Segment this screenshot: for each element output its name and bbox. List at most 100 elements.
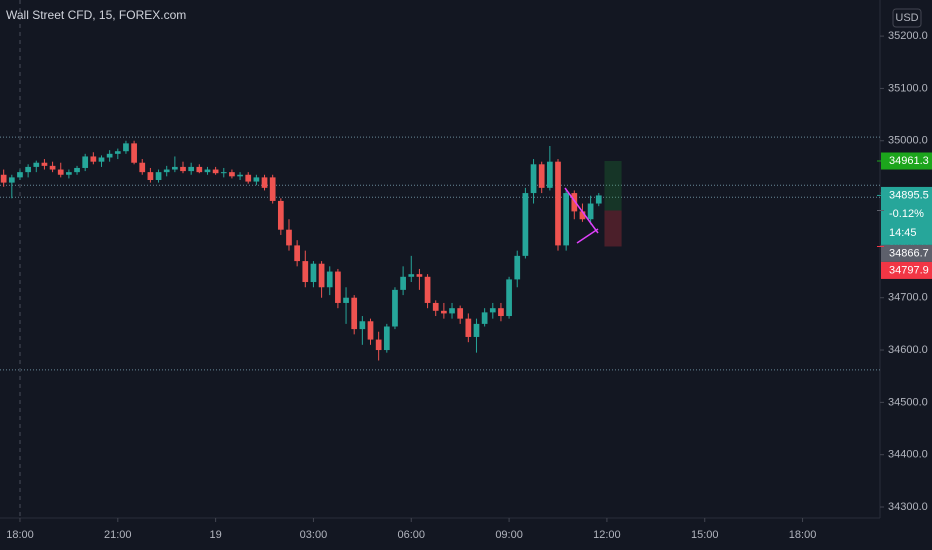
candle-body [220, 172, 227, 174]
candle-body [172, 166, 178, 170]
candle-body [392, 289, 398, 327]
candle-body [245, 174, 252, 182]
candle-body [498, 308, 504, 317]
candle-body [506, 279, 512, 317]
candle-body [0, 174, 7, 183]
candle-body [302, 261, 309, 283]
candle-body [530, 164, 537, 194]
candle-body [408, 274, 415, 277]
candle-body [82, 156, 89, 168]
candle-body [514, 255, 521, 280]
plot-area [0, 136, 880, 371]
price-label: 34866.7 [889, 247, 929, 259]
candle-body [253, 177, 260, 182]
candle-body [25, 166, 31, 173]
candle-body [57, 169, 64, 175]
candle-body [449, 308, 455, 314]
x-tick-label: 15:00 [691, 529, 719, 541]
x-tick-label: 03:00 [300, 529, 328, 541]
price-label-box [881, 244, 932, 262]
currency[interactable]: USD [895, 12, 918, 24]
candle-body [106, 153, 113, 158]
candle-body [8, 177, 15, 183]
x-tick-label: 18:00 [789, 529, 817, 541]
candle-body [33, 162, 40, 167]
candle-body [400, 276, 406, 290]
price-label: 34961.3 [889, 155, 929, 167]
trend-line [576, 228, 599, 244]
candle-body [237, 174, 243, 177]
candle-body [489, 308, 496, 313]
candle-body [188, 166, 195, 172]
candle-body [98, 157, 105, 162]
currency-button[interactable] [892, 8, 922, 28]
loss-zone [604, 210, 622, 247]
candle-body [595, 195, 602, 204]
y-tick-label: 35200.0 [888, 30, 928, 42]
candle-body [367, 321, 374, 340]
candle-body [522, 193, 529, 256]
candle-body [318, 263, 325, 288]
candle-body [17, 172, 23, 178]
candle-body [261, 177, 268, 188]
y-tick-label: 34300.0 [888, 501, 928, 513]
candle-body [571, 193, 578, 212]
candle-body [424, 276, 431, 303]
y-tick-label: 34400.0 [888, 449, 928, 461]
candle-body [277, 200, 284, 230]
price-label-box [881, 186, 932, 245]
candle-body [563, 193, 570, 246]
y-tick-label: 34700.0 [888, 292, 928, 304]
x-tick-label: 12:00 [593, 529, 621, 541]
price-label-box [881, 261, 932, 279]
candle-body [294, 245, 300, 262]
candle-body [473, 323, 480, 337]
price-change: -0.12% [889, 208, 924, 220]
candle-body [114, 151, 121, 154]
x-tick-label: 06:00 [397, 529, 425, 541]
candle-body [432, 302, 439, 311]
bar-countdown: 14:45 [889, 227, 917, 239]
candle-body [441, 310, 447, 314]
y-tick-label: 35100.0 [888, 82, 928, 94]
candle-body [123, 143, 129, 152]
candle-body [538, 164, 545, 188]
candle-body [335, 271, 341, 303]
candle-body [74, 167, 80, 173]
candle-body [163, 169, 170, 173]
candle-body [155, 172, 162, 180]
candle-body [343, 297, 349, 303]
candle-body [375, 339, 382, 351]
candle-body [579, 211, 586, 220]
trend-line [564, 187, 599, 234]
candle-body [212, 169, 219, 174]
x-tick-label: 19 [209, 529, 221, 541]
candle-body [326, 271, 333, 288]
candle-body [555, 161, 561, 246]
candle-body [587, 203, 594, 220]
price-label: 34797.9 [889, 264, 929, 276]
chart-title: Wall Street CFD, 15, FOREX.com [6, 8, 186, 22]
candle-body [204, 169, 211, 173]
x-tick-label: 18:00 [6, 529, 34, 541]
candle-body [481, 312, 488, 324]
candle-body [351, 297, 358, 330]
x-tick-label: 09:00 [495, 529, 523, 541]
y-tick-label: 34500.0 [888, 396, 928, 408]
candle-body [310, 263, 317, 283]
candle-body [286, 229, 292, 246]
price-label: 34895.5 [889, 189, 929, 201]
y-tick-label: 34600.0 [888, 344, 928, 356]
candle-body [41, 162, 48, 166]
candle-body [465, 318, 472, 337]
candle-body [269, 177, 276, 201]
candle-body [90, 156, 97, 162]
candle-body [416, 274, 423, 277]
candle-body [49, 165, 56, 170]
profit-zone [604, 160, 622, 211]
candle-body [383, 326, 390, 351]
candle-body [180, 166, 186, 172]
candle-body [131, 143, 137, 163]
